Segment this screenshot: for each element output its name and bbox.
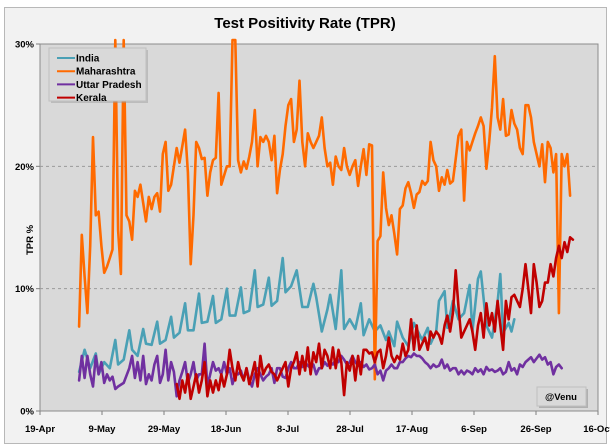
y-tick-label: 30% xyxy=(15,40,35,51)
gridlines xyxy=(40,165,598,290)
x-tick-label: 16-Oct xyxy=(583,424,610,435)
legend-label: Maharashtra xyxy=(76,67,136,78)
x-tick-label: 26-Sep xyxy=(520,424,551,435)
x-tick-label: 9-May xyxy=(89,424,117,435)
legend: India Maharashtra Uttar Pradesh Kerala xyxy=(48,47,148,104)
x-tick-label: 19-Apr xyxy=(25,424,55,435)
x-tick-label: 18-Jun xyxy=(211,424,242,435)
x-tick-label: 6-Sep xyxy=(461,424,487,435)
x-tick-label: 17-Aug xyxy=(396,424,428,435)
legend-box xyxy=(48,47,147,102)
y-tick-label: 10% xyxy=(15,284,35,295)
series-line-kerala xyxy=(175,236,575,401)
legend-label: Uttar Pradesh xyxy=(76,80,142,91)
y-tick-label: 20% xyxy=(15,162,35,173)
chart-title: Test Positivity Rate (TPR) xyxy=(214,15,395,32)
series-line-maharashtra xyxy=(77,38,572,381)
y-tick-label: 0% xyxy=(20,407,34,418)
legend-label: India xyxy=(76,54,100,65)
annotation-text: @Venu xyxy=(545,392,577,403)
y-axis-label: TPR % xyxy=(25,224,36,255)
x-tick-label: 29-May xyxy=(148,424,181,435)
x-tick-label: 28-Jul xyxy=(336,424,363,435)
series-line-india xyxy=(77,256,516,376)
x-tick-label: 8-Jul xyxy=(277,424,299,435)
annotation-box: @Venu xyxy=(536,386,588,408)
legend-label: Kerala xyxy=(76,93,107,104)
x-axis: 19-Apr 9-May 29-May 18-Jun 8-Jul 28-Jul 17-Aug… xyxy=(25,411,610,435)
series-lines xyxy=(77,38,575,401)
y-axis: 0% 10% 20% 30% xyxy=(15,40,40,418)
